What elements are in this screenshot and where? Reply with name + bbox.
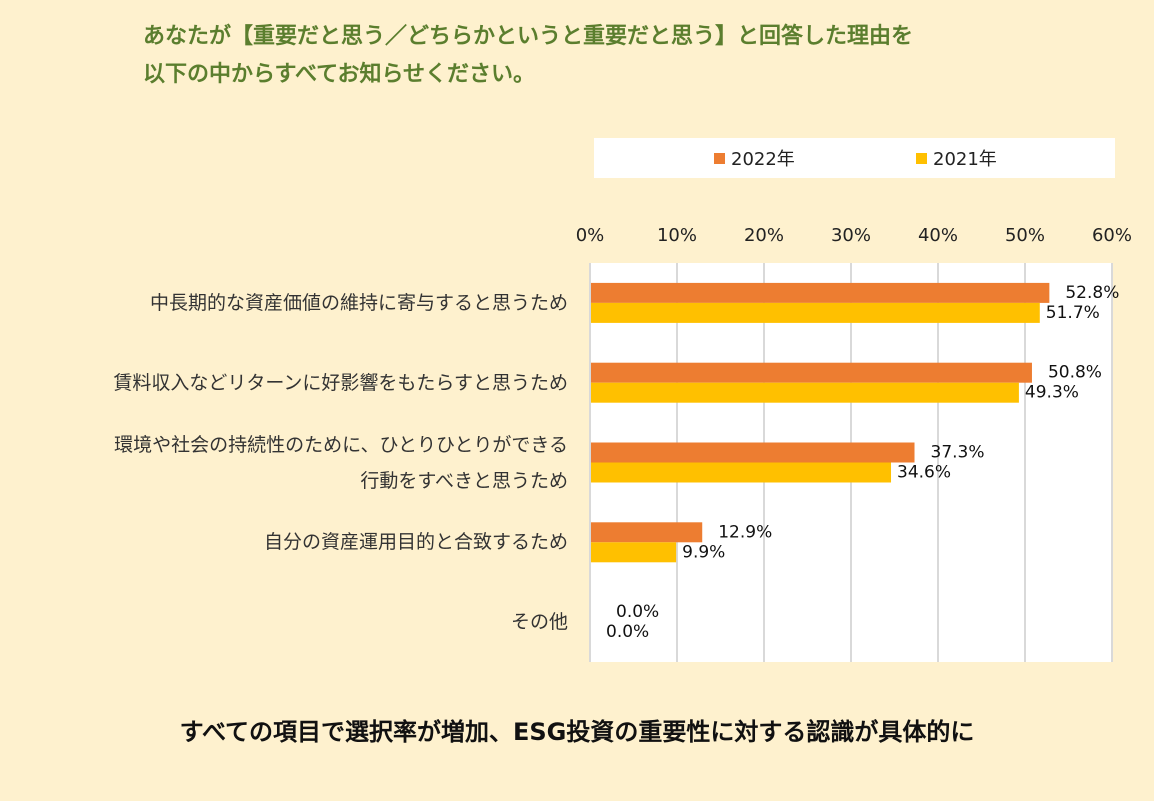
legend-swatch-2021 [916, 152, 927, 164]
data-label: 51.7% [1046, 303, 1100, 323]
category-label: 賃料収入などリターンに好影響をもたらすと思うため [113, 365, 568, 401]
data-label: 52.8% [1065, 283, 1119, 303]
bar-2021 [590, 542, 677, 563]
bar-2022 [590, 282, 1050, 303]
legend-label-2022: 2022年 [731, 149, 795, 170]
x-tick-label: 10% [657, 225, 697, 246]
bar-2021 [590, 302, 1040, 323]
data-label: 49.3% [1025, 383, 1079, 403]
data-label: 9.9% [682, 542, 725, 562]
x-tick-label: 0% [576, 225, 605, 246]
question-title: あなたが【重要だと思う／どちらかというと重要だと思う】と回答した理由を 以下の中… [143, 18, 1073, 94]
category-label-line: 賃料収入などリターンに好影響をもたらすと思うため [113, 371, 568, 394]
x-tick-label: 50% [1005, 225, 1045, 246]
x-tick-label: 30% [831, 225, 871, 246]
category-label: 中長期的な資産価値の維持に寄与すると思うため [150, 285, 568, 321]
legend-item-2021: 2021年 [916, 145, 997, 171]
legend-label-2021: 2021年 [933, 149, 997, 170]
x-tick-label: 20% [744, 225, 784, 246]
category-label: その他 [511, 604, 568, 640]
legend-item-2022: 2022年 [714, 145, 795, 171]
data-label: 0.0% [616, 602, 659, 622]
bar-2022 [590, 522, 703, 543]
data-label: 50.8% [1048, 363, 1102, 383]
category-label-line: その他 [510, 611, 568, 634]
category-label-line: 環境や社会の持続性のために、ひとりひとりができる [114, 433, 568, 456]
data-label: 12.9% [718, 522, 772, 542]
data-label: 37.3% [931, 443, 985, 463]
category-label-line: 行動をすべきと思うため [360, 469, 568, 492]
question-line-1: あなたが【重要だと思う／どちらかというと重要だと思う】と回答した理由を [143, 24, 914, 49]
bar-2021 [590, 462, 892, 483]
category-label: 環境や社会の持続性のために、ひとりひとりができる行動をすべきと思うため [114, 427, 568, 499]
category-label: 自分の資産運用目的と合致するため [264, 524, 568, 560]
chart-caption: すべての項目で選択率が増加、ESG投資の重要性に対する認識が具体的に [179, 718, 975, 746]
legend-swatch-2022 [714, 152, 725, 164]
x-tick-label: 40% [918, 225, 958, 246]
category-label-line: 自分の資産運用目的と合致するため [263, 531, 568, 554]
bar-2022 [590, 442, 915, 463]
category-label-line: 中長期的な資産価値の維持に寄与すると思うため [149, 291, 568, 314]
data-label: 0.0% [606, 622, 649, 642]
chart-legend: 2022年 2021年 [594, 138, 1115, 178]
question-line-2: 以下の中からすべてお知らせください。 [143, 62, 536, 87]
x-tick-label: 60% [1092, 225, 1132, 246]
bar-2022 [590, 362, 1032, 383]
bar-2021 [590, 382, 1019, 403]
data-label: 34.6% [897, 463, 951, 483]
